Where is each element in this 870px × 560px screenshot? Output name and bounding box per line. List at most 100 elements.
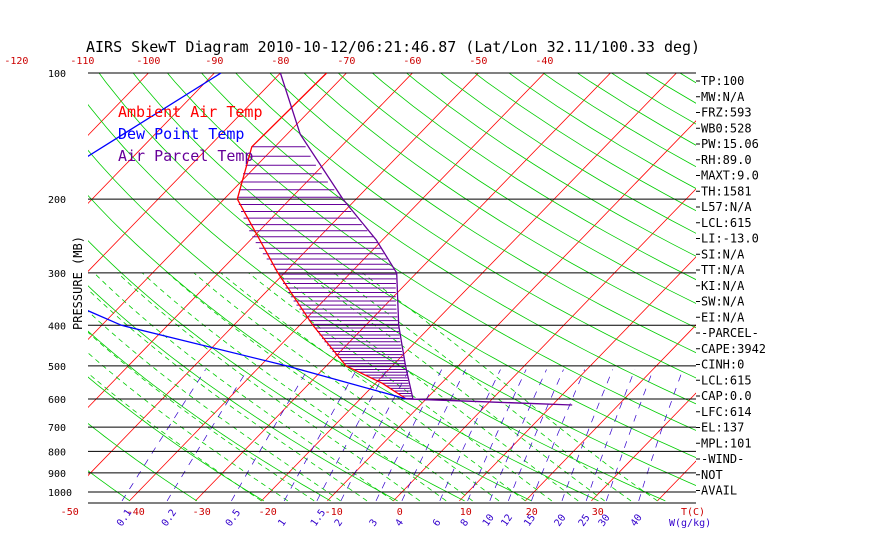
side-panel-label: LFC:614: [701, 405, 752, 419]
mixing-ratio-tick-label: 3: [368, 517, 380, 528]
top-temperature-tick-labels: -120 -110 -100 -90 -80 -70 -60 -50 -40: [4, 56, 553, 67]
isotherm-line: [88, 73, 281, 272]
side-panel-label: FRZ:593: [701, 106, 752, 120]
dry-adiabat-line: [88, 470, 131, 502]
mixing-ratio-tick-label: 1: [276, 517, 288, 528]
mixing-ratio-line: [283, 369, 358, 502]
dry-adiabat-line: [98, 73, 696, 486]
isobar-lines: [88, 72, 696, 504]
isotherm-line: [88, 73, 215, 204]
bottom-temperature-tick-label: 10: [460, 507, 472, 518]
y-axis-label: PRESSURE (MB): [71, 236, 85, 330]
pressure-tick-label: 200: [48, 195, 66, 206]
moist-adiabat-line: [88, 372, 262, 502]
side-panel-label: TP:100: [701, 74, 744, 88]
bottom-temperature-tick-label: 30: [592, 507, 604, 518]
top-temperature-tick-label: -100: [136, 56, 160, 67]
dry-adiabat-line: [88, 330, 331, 502]
bottom-temperature-tick-label: -30: [193, 507, 211, 518]
isotherm-line: [0, 54, 35, 501]
moist-adiabat-line: [142, 272, 447, 502]
isotherm-line: [591, 392, 696, 502]
dry-adiabat-line: [132, 73, 696, 459]
isotherm-line: [261, 73, 677, 502]
dry-adiabat-line: [88, 240, 465, 502]
legend-item-ambient-air-temp: Ambient Air Temp: [118, 103, 263, 121]
moist-adiabat-line: [220, 272, 526, 502]
side-panel-label: TT:N/A: [701, 263, 745, 277]
mixing-ratio-line: [605, 369, 654, 502]
x-axis-label-mixing: W(g/kg): [669, 518, 711, 529]
moist-adiabat-line: [362, 272, 658, 502]
side-panel-label: CAP:0.0: [701, 389, 752, 403]
mixing-ratio-tick-label: 2: [333, 518, 345, 529]
side-panel-label: -WIND-: [701, 452, 744, 466]
side-panel-label: SW:N/A: [701, 295, 745, 309]
mixing-ratio-line: [531, 369, 586, 502]
bottom-temperature-tick-label: 20: [526, 507, 538, 518]
bottom-temperature-tick-labels: -50 -40 -30 -20 -10 0 10 20 30: [61, 507, 604, 518]
pressure-tick-label: 1000: [48, 488, 72, 499]
dry-adiabat-line: [88, 285, 398, 502]
dry-adiabat-line: [679, 73, 696, 84]
mixing-ratio-line: [401, 369, 466, 502]
top-temperature-tick-label: -40: [535, 56, 553, 67]
moist-adiabat-line: [333, 272, 632, 502]
dry-adiabat-line: [269, 73, 696, 354]
side-panel-label: LI:-13.0: [701, 232, 759, 246]
moist-adiabat-line: [117, 272, 421, 502]
side-panel-label: CAPE:3942: [701, 342, 766, 356]
moist-adiabat-line: [167, 272, 473, 502]
isotherm-line: [789, 54, 870, 501]
mixing-ratio-line: [585, 369, 636, 502]
moist-adiabat-line: [88, 288, 368, 502]
mixing-ratio-line: [507, 369, 564, 502]
dry-adiabat-line: [337, 73, 696, 304]
mixing-ratio-tick-label: 0.2: [160, 508, 179, 529]
side-panel-label: EL:137: [701, 421, 744, 435]
legend-item-dew-point-temp: Dew Point Temp: [118, 125, 244, 143]
side-panel-label: -PARCEL-: [701, 326, 759, 340]
top-temperature-tick-label: -110: [70, 56, 94, 67]
mixing-ratio-line: [121, 369, 206, 502]
side-panel-label: SI:N/A: [701, 247, 745, 261]
mixing-ratio-line: [561, 369, 614, 502]
dry-adiabat-line: [201, 73, 696, 405]
isotherm-line: [393, 188, 696, 502]
mixing-ratio-tick-label: 20: [553, 513, 569, 529]
side-panel-label: AVAIL: [701, 484, 737, 498]
side-panel-label: TH:1581: [701, 184, 752, 198]
mixing-ratio-tick-label: 12: [499, 513, 515, 529]
thermodynamic-grid: [0, 54, 870, 502]
bottom-temperature-tick-label: 0: [397, 507, 403, 518]
dry-adiabat-line: [88, 194, 532, 502]
pressure-tick-label: 700: [48, 423, 66, 434]
bottom-temperature-tick-label: -10: [325, 507, 343, 518]
side-panel-label: MAXT:9.0: [701, 169, 759, 183]
isotherm-line: [459, 256, 696, 502]
dry-adiabat-line: [303, 73, 696, 329]
moist-adiabat-line: [248, 272, 553, 502]
isotherm-line: [129, 73, 545, 502]
chart-legend: Ambient Air Temp Dew Point Temp Air Parcel…: [118, 103, 263, 165]
side-panel-label: LCL:615: [701, 216, 752, 230]
profile-line-air-parcel-temp: [279, 73, 573, 406]
isotherm-line: [525, 324, 696, 502]
moist-adiabat-line: [88, 310, 341, 502]
pressure-tick-label: 800: [48, 447, 66, 458]
pressure-tick-labels: 100 200 300 400 500 600 700 800 900 1000: [48, 69, 72, 499]
pressure-tick-label: 600: [48, 395, 66, 406]
top-temperature-tick-label: -60: [403, 56, 421, 67]
top-temperature-tick-label: -90: [205, 56, 223, 67]
dry-adiabat-line: [748, 54, 870, 501]
dry-adiabat-line: [88, 149, 599, 502]
side-panel-label: LCL:615: [701, 373, 752, 387]
pressure-tick-label: 900: [48, 469, 66, 480]
isotherm-line: [657, 460, 696, 502]
profile-line-dew-point-temp: [88, 73, 407, 400]
mixing-ratio-line: [489, 369, 547, 502]
pressure-tick-label: 400: [48, 321, 66, 332]
mixing-ratio-line: [638, 369, 684, 502]
